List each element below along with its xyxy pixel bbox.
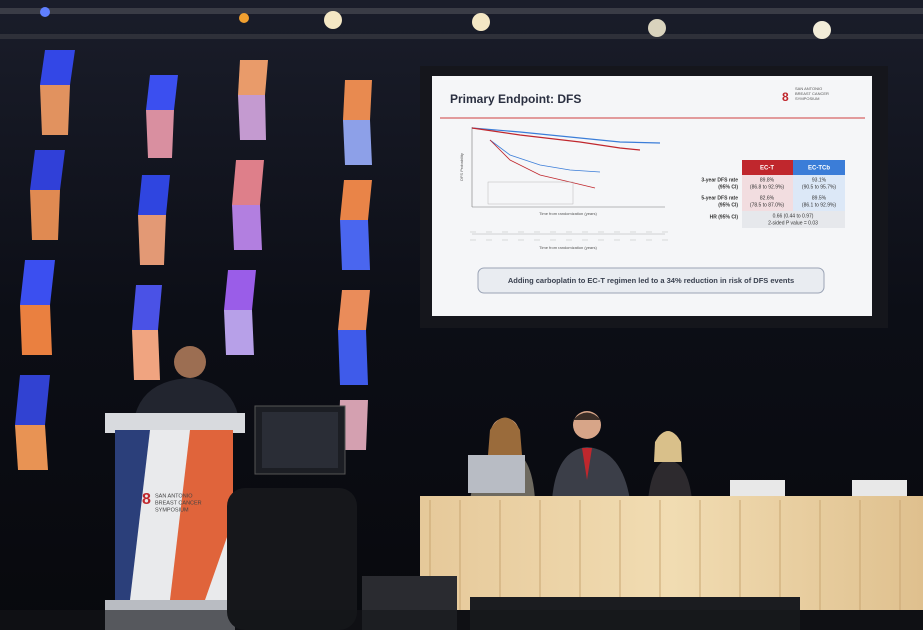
banner-box xyxy=(477,267,825,294)
table-skirt xyxy=(420,496,923,610)
cell: (86.8 to 92.9%) xyxy=(750,184,785,190)
sign-mark: 8 xyxy=(142,491,151,508)
x-axis-label: Time from randomization (years) xyxy=(539,211,597,216)
wall-panels xyxy=(15,50,372,470)
speaker-head xyxy=(174,346,206,378)
nameplate xyxy=(730,480,785,498)
cell: (90.5 to 95.7%) xyxy=(802,184,837,190)
cell: 82.6% xyxy=(760,195,775,201)
results-table: EC-T EC-TCb 3-year DFS rate (95% CI) 89.… xyxy=(701,160,845,228)
cell: 89.5% xyxy=(812,195,827,201)
sign-line: BREAST CANCER xyxy=(155,500,202,506)
km-plot xyxy=(470,127,670,241)
row-label: (95% CI) xyxy=(718,202,738,208)
column-header: EC-TCb xyxy=(808,166,830,172)
truss xyxy=(0,7,923,39)
cell: (78.5 to 87.0%) xyxy=(750,202,785,208)
podium-top xyxy=(105,413,245,433)
svg-text:8: 8 xyxy=(782,90,789,104)
cell: 2-sided P value = 0.03 xyxy=(768,220,818,226)
slide-logo: 8 SAN ANTONIO BREAST CANCER SYMPOSIUM xyxy=(782,86,829,104)
podium-graphic xyxy=(170,430,233,600)
skirt-pleats xyxy=(429,500,901,610)
podium-graphic xyxy=(115,430,150,600)
chair xyxy=(227,488,357,630)
row-label: HR (95% CI) xyxy=(710,214,739,220)
logo-line: SAN ANTONIO xyxy=(795,86,822,91)
logo-line: SYMPOSIUM xyxy=(795,96,819,101)
nameplate xyxy=(852,480,907,498)
column-header: EC-T xyxy=(760,166,774,172)
banner-text: Adding carboplatin to EC-T regimen led t… xyxy=(508,276,794,285)
cell: 0.66 (0.44 to 0.97) xyxy=(773,213,814,219)
row-label: 5-year DFS rate xyxy=(701,195,738,201)
cell: 89.8% xyxy=(760,177,775,183)
stage-floor xyxy=(0,610,923,630)
x-axis-label: Time from randomization (years) xyxy=(539,245,597,250)
row-label: (95% CI) xyxy=(718,184,738,190)
cell: (86.1 to 92.9%) xyxy=(802,202,837,208)
sign-line: SYMPOSIUM xyxy=(155,507,189,513)
cell: 93.1% xyxy=(812,177,827,183)
row-label: 3-year DFS rate xyxy=(701,177,738,183)
speaker xyxy=(135,378,238,415)
logo-line: BREAST CANCER xyxy=(795,91,829,96)
laptop xyxy=(468,455,525,493)
slide-title: Primary Endpoint: DFS xyxy=(450,92,581,106)
y-axis-label: DFS Probability xyxy=(459,153,464,181)
sign-line: SAN ANTONIO xyxy=(155,493,193,499)
monitor-screen xyxy=(262,412,338,468)
